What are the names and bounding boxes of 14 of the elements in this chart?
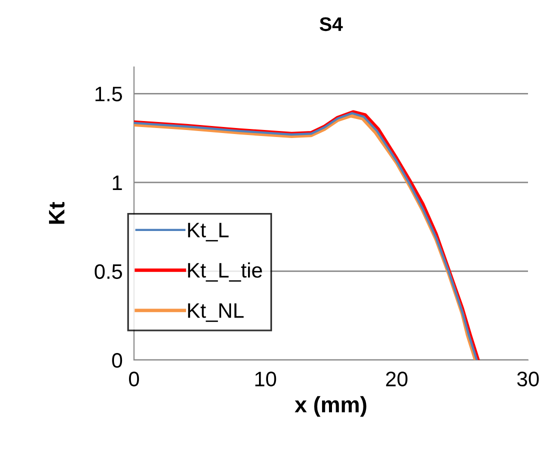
- x-tick-label: 10: [255, 372, 276, 386]
- chart-title: S4: [320, 17, 343, 32]
- x-tick-label: 0: [129, 372, 139, 386]
- y-tick-label: 0: [112, 353, 122, 368]
- y-axis-title: Kt: [49, 202, 65, 224]
- x-tick-label: 20: [386, 372, 408, 386]
- legend-label: Kt_L: [188, 222, 229, 242]
- y-tick-label: 1.5: [96, 86, 122, 102]
- x-tick-label: 30: [517, 372, 539, 386]
- x-axis-title: x (mm): [294, 396, 366, 417]
- legend-label: Kt_L_tie: [188, 262, 262, 282]
- y-tick-label: 0.5: [94, 264, 122, 279]
- legend-label: Kt_NL: [188, 303, 244, 322]
- y-tick-label: 1: [112, 176, 122, 190]
